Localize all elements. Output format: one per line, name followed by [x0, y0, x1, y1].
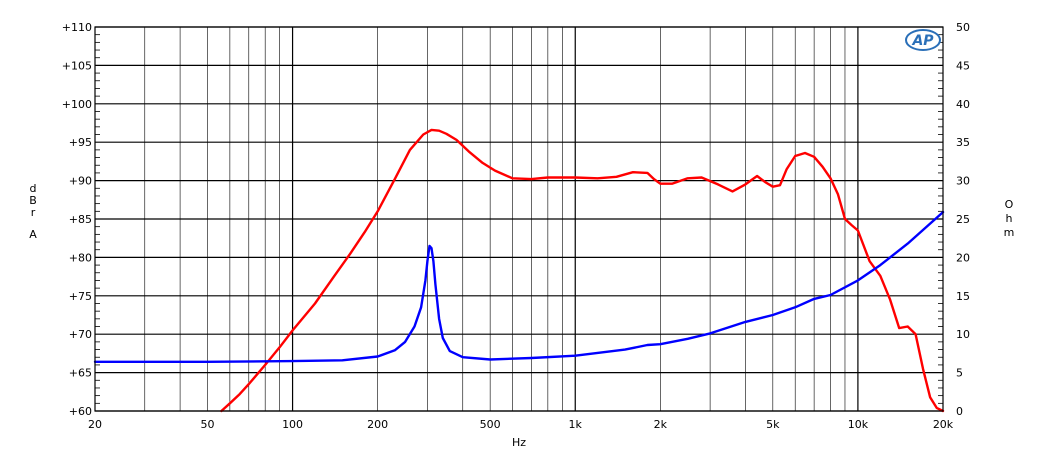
left-tick-label: +85 — [69, 213, 92, 226]
impedance-series-line — [93, 210, 945, 363]
x-axis-ticks: 20 50 100 200 500 1k 2k 5k 10k 20k — [88, 418, 954, 431]
x-tick-label: 50 — [200, 418, 214, 431]
right-tick-label: 35 — [956, 136, 970, 149]
x-tick-label: 2k — [654, 418, 668, 431]
left-axis-label-char: B — [29, 194, 37, 207]
right-axis-label-char: O — [1005, 198, 1014, 211]
right-tick-label: 20 — [956, 251, 970, 264]
grid — [94, 26, 944, 412]
left-axis-label-char: d — [30, 182, 37, 195]
x-axis-label: Hz — [512, 436, 526, 449]
left-axis-ticks: +60 +65 +70 +75 +80 +85 +90 +95 +100 +105 +110 — [62, 21, 92, 418]
left-tick-label: +70 — [69, 328, 92, 341]
x-tick-label: 200 — [367, 418, 388, 431]
spl-series-line — [220, 128, 945, 413]
x-tick-label: 100 — [282, 418, 303, 431]
x-tick-label: 10k — [848, 418, 869, 431]
left-axis-label-char: A — [29, 228, 37, 241]
right-tick-label: 30 — [956, 175, 970, 188]
right-tick-label: 40 — [956, 98, 970, 111]
right-tick-label: 5 — [956, 367, 963, 380]
right-axis-label: Ohm — [1004, 198, 1015, 239]
left-tick-label: +80 — [69, 251, 92, 264]
right-tick-label: 10 — [956, 328, 970, 341]
right-tick-label: 45 — [956, 59, 970, 72]
ap-logo-icon: AP — [905, 29, 941, 51]
left-tick-label: +110 — [62, 21, 92, 34]
plot-frame — [94, 26, 944, 412]
x-tick-label: 500 — [480, 418, 501, 431]
right-axis-label-char: h — [1006, 212, 1013, 225]
right-tick-label: 50 — [956, 21, 970, 34]
x-tick-label: 20 — [88, 418, 102, 431]
left-tick-label: +105 — [62, 59, 92, 72]
left-tick-label: +95 — [69, 136, 92, 149]
left-axis-label-char: r — [31, 206, 36, 219]
right-tick-label: 25 — [956, 213, 970, 226]
right-tick-label: 0 — [956, 405, 963, 418]
right-axis-label-char: m — [1004, 226, 1015, 239]
left-tick-label: +90 — [69, 175, 92, 188]
x-tick-label: 1k — [569, 418, 583, 431]
left-tick-label: +100 — [62, 98, 92, 111]
right-axis-ticks: 0 5 10 15 20 25 30 35 40 45 50 — [956, 21, 970, 418]
left-tick-label: +75 — [69, 290, 92, 303]
x-tick-label: 5k — [766, 418, 780, 431]
left-tick-label: +65 — [69, 367, 92, 380]
right-tick-label: 15 — [956, 290, 970, 303]
x-tick-label: 20k — [933, 418, 954, 431]
series-group — [93, 128, 945, 413]
left-tick-label: +60 — [69, 405, 92, 418]
svg-text:AP: AP — [911, 33, 934, 49]
